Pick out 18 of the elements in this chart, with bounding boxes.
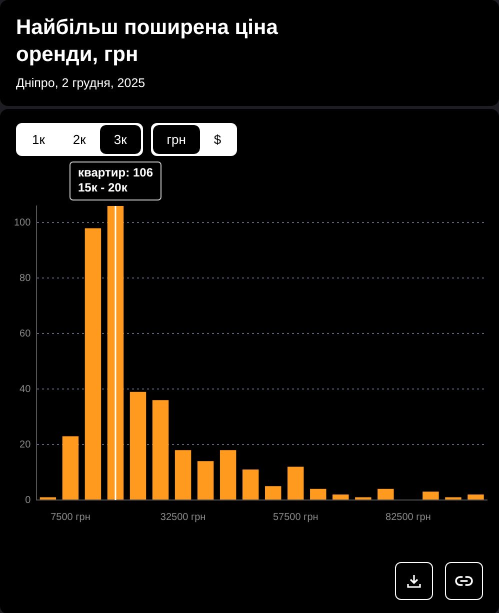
x-tick-label: 32500 грн [160, 512, 206, 523]
y-tick-label: 80 [20, 272, 32, 284]
x-tick-label: 57500 грн [272, 512, 318, 523]
text: 1к [31, 131, 46, 149]
y-tick-label: 40 [20, 384, 32, 395]
chart-title: Найбільш поширена ціна оренди, грн [16, 15, 279, 68]
text: 3к [100, 125, 141, 154]
text: грн [152, 125, 200, 154]
y-tick-label: 20 [20, 439, 32, 450]
chart-subtitle: Дніпро, 2 грудня, 2025 [16, 76, 146, 90]
x-tick-label: 82500 грн [386, 512, 431, 523]
x-tick-label: 7500 грн [50, 512, 90, 523]
y-tick-label: 0 [25, 494, 32, 506]
y-tick-label: 60 [20, 328, 32, 340]
text: $ [212, 131, 222, 149]
text: 2к [72, 131, 87, 149]
y-tick-label: 100 [14, 217, 32, 228]
annotation: квартир: 106 15к - 20к [78, 165, 154, 194]
